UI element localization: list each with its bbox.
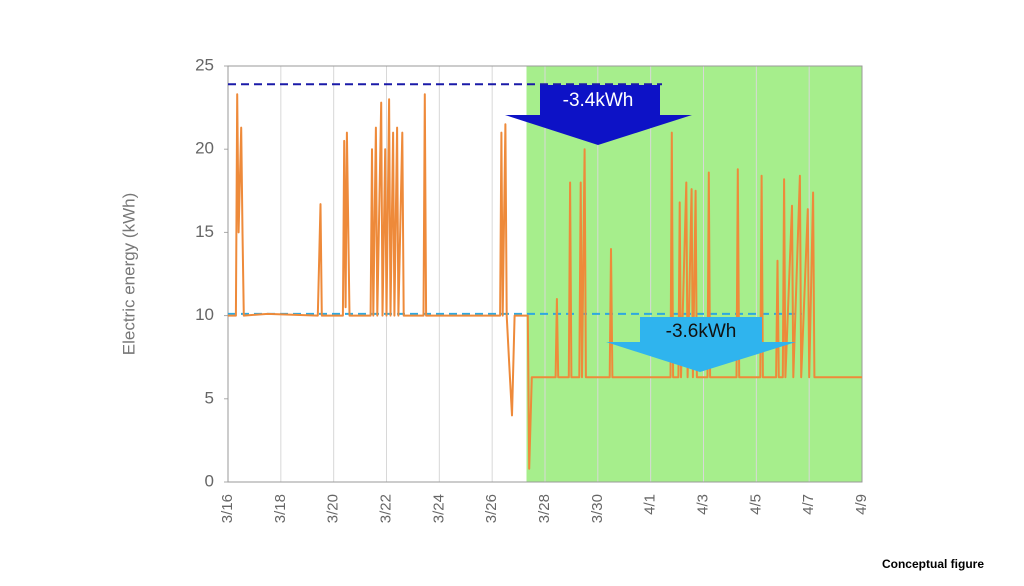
x-tick-label: 3/30 — [589, 494, 606, 523]
y-tick-label: 25 — [195, 55, 214, 74]
y-tick-label: 20 — [195, 139, 214, 158]
x-tick-label: 4/7 — [800, 494, 817, 515]
annotation-text: -3.6kWh — [666, 321, 737, 342]
x-tick-label: 3/26 — [483, 494, 500, 523]
x-tick-label: 4/5 — [747, 494, 764, 515]
x-tick-label: 3/22 — [377, 494, 394, 523]
annotation-arrow — [606, 317, 796, 372]
y-axis-label: Electric energy (kWh) — [119, 193, 138, 355]
x-tick-label: 3/24 — [430, 494, 447, 523]
x-tick-label: 4/3 — [694, 494, 711, 515]
x-tick-label: 3/18 — [272, 494, 289, 523]
y-tick-label: 0 — [205, 471, 214, 490]
x-tick-label: 3/28 — [536, 494, 553, 523]
annotation-arrow — [505, 85, 692, 145]
y-tick-label: 5 — [205, 388, 214, 407]
note: Conceptual figure — [882, 557, 984, 571]
plot-frame — [227, 65, 863, 483]
data-line — [228, 93, 862, 470]
y-tick-label: 10 — [195, 305, 214, 324]
y-tick-label: 15 — [195, 222, 214, 241]
x-tick-label: 4/9 — [853, 494, 870, 515]
x-tick-label: 3/20 — [325, 494, 342, 523]
annotation-text: -3.4kWh — [563, 90, 634, 111]
x-tick-label: 4/1 — [642, 494, 659, 515]
x-tick-label: 3/16 — [219, 494, 236, 523]
